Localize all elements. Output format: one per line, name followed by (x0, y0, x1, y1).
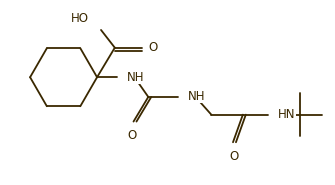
Text: O: O (148, 41, 157, 54)
Text: HO: HO (71, 12, 89, 25)
Text: NH: NH (188, 90, 205, 103)
Text: O: O (229, 150, 239, 163)
Text: NH: NH (127, 71, 144, 84)
Text: O: O (127, 130, 136, 142)
Text: HN: HN (278, 108, 296, 121)
